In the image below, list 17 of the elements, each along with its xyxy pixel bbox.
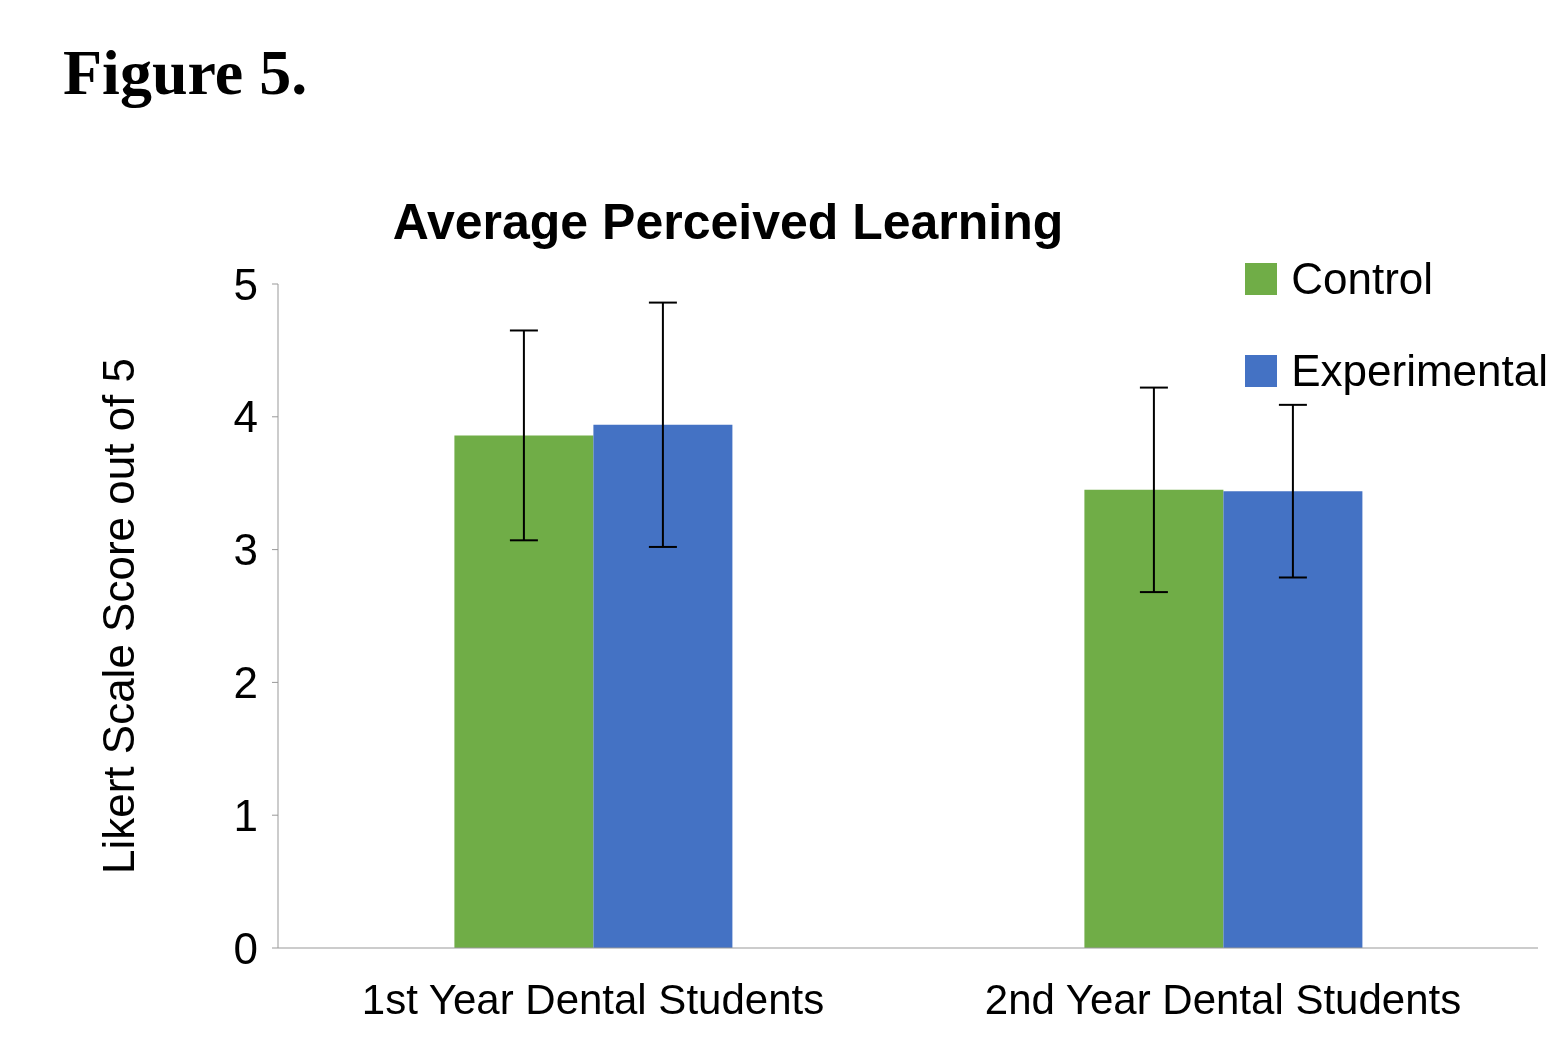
bar: [1084, 489, 1224, 948]
y-tick-label: 1: [233, 790, 258, 840]
bar: [454, 435, 594, 948]
chart-title: Average Perceived Learning: [391, 193, 1065, 251]
legend-label: Experimental: [1291, 345, 1548, 397]
y-tick-label: 3: [233, 525, 258, 575]
legend-label: Control: [1291, 253, 1434, 305]
bar: [593, 424, 733, 948]
y-tick-label: 0: [233, 923, 258, 973]
x-tick-label: 2nd Year Dental Students: [984, 975, 1462, 1023]
bar: [1223, 491, 1363, 948]
x-tick-label: 1st Year Dental Students: [361, 975, 825, 1023]
y-axis-title: Likert Scale Score out of 5: [93, 357, 143, 875]
y-tick-label: 4: [233, 392, 258, 442]
caption: Figure 5.: [63, 36, 308, 110]
y-tick-label: 2: [233, 658, 258, 708]
y-tick-label: 5: [233, 259, 258, 309]
